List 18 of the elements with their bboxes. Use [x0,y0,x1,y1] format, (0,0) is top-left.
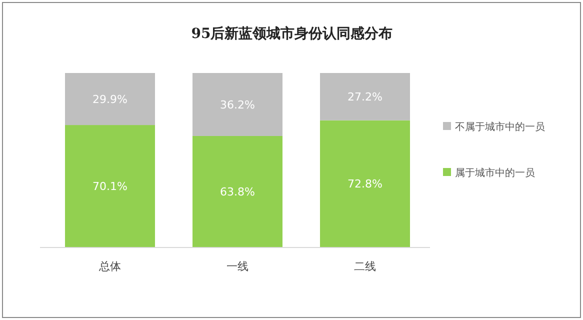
data-label: 27.2% [348,90,382,104]
data-label: 70.1% [92,180,128,194]
legend-label: 属于城市中的一员 [455,167,535,179]
x-tick-label: 二线 [354,260,376,273]
data-label: 36.2% [220,98,255,112]
chart-title: 95后新蓝领城市身份认同感分布 [191,25,393,42]
bar [65,73,155,126]
bar [192,136,282,247]
bar [65,125,155,247]
bar [320,120,410,247]
x-tick-label: 一线 [226,260,248,273]
bar [320,73,410,120]
data-label: 29.9% [92,93,128,106]
x-tick-label: 总体 [98,260,121,273]
data-label: 72.8% [348,178,382,191]
bar [192,73,282,136]
data-label: 63.8% [220,185,255,198]
legend-label: 不属于城市中的一员 [455,121,545,133]
